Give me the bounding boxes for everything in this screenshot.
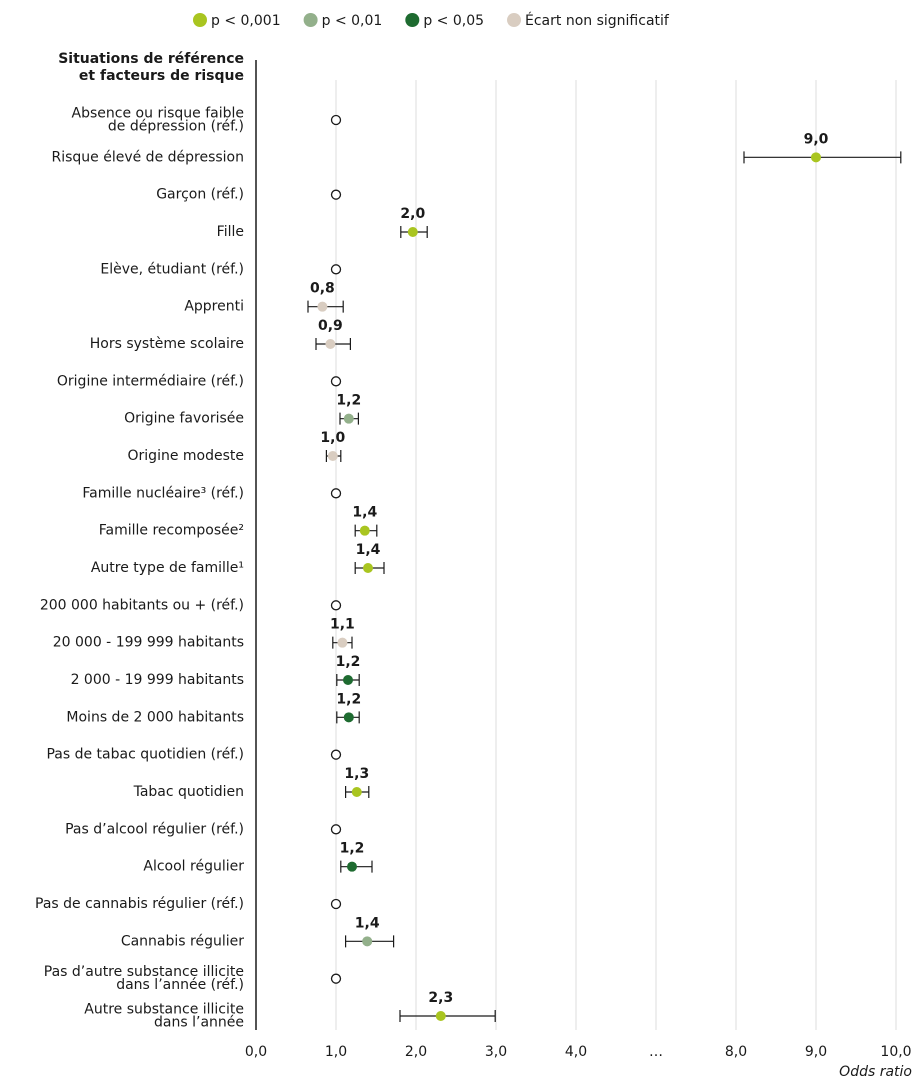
legend-label: Écart non significatif bbox=[525, 12, 670, 29]
value-label: 1,4 bbox=[355, 915, 380, 931]
point bbox=[325, 339, 336, 349]
reference-point bbox=[330, 824, 342, 835]
point bbox=[343, 413, 354, 424]
value-label: 1,0 bbox=[320, 430, 345, 446]
row-label: Absence ou risque faible bbox=[72, 106, 244, 122]
legend-label: p < 0,05 bbox=[423, 13, 484, 29]
row-label: Pas de cannabis régulier (réf.) bbox=[35, 896, 244, 912]
point bbox=[363, 563, 373, 573]
reference-point bbox=[330, 488, 342, 499]
legend-marker bbox=[303, 13, 318, 27]
x-tick-label: … bbox=[649, 1044, 663, 1060]
row-label: 200 000 habitants ou + (réf.) bbox=[40, 597, 244, 613]
legend-marker bbox=[405, 13, 420, 27]
row-label: Origine intermédiaire (réf.) bbox=[57, 373, 244, 389]
legend-label: p < 0,001 bbox=[211, 13, 281, 29]
value-label: 1,4 bbox=[356, 542, 381, 558]
value-label: 0,9 bbox=[318, 318, 343, 334]
error-bar bbox=[743, 151, 902, 164]
value-label: 1,3 bbox=[344, 766, 369, 782]
x-tick-label: 9,0 bbox=[805, 1044, 827, 1060]
row-label: Apprenti bbox=[184, 299, 244, 315]
row-label: de dépression (réf.) bbox=[108, 119, 244, 135]
row-label: Pas de tabac quotidien (réf.) bbox=[46, 747, 244, 763]
x-tick-label: 4,0 bbox=[565, 1044, 587, 1060]
value-label: 1,2 bbox=[336, 691, 361, 707]
legend-label: p < 0,01 bbox=[322, 13, 383, 29]
reference-point bbox=[330, 600, 342, 611]
x-tick-label: 8,0 bbox=[725, 1044, 747, 1060]
point bbox=[435, 1011, 446, 1021]
point bbox=[351, 787, 362, 797]
row-label: Garçon (réf.) bbox=[156, 187, 244, 203]
value-label: 9,0 bbox=[804, 131, 829, 147]
reference-point bbox=[330, 114, 342, 126]
row-label: Origine modeste bbox=[128, 448, 244, 464]
legend-marker bbox=[193, 13, 207, 27]
point bbox=[337, 637, 348, 648]
point bbox=[343, 675, 353, 685]
x-tick-label: 0,0 bbox=[245, 1044, 267, 1060]
point bbox=[327, 451, 338, 461]
row-label: Fille bbox=[217, 224, 244, 240]
row-label: Cannabis régulier bbox=[121, 933, 244, 949]
row-label: Elève, étudiant (réf.) bbox=[100, 261, 244, 277]
reference-point bbox=[330, 189, 342, 200]
row-label: Tabac quotidien bbox=[133, 784, 244, 800]
row-label: Autre substance illicite bbox=[84, 1002, 244, 1018]
x-tick-label: 10,0 bbox=[880, 1044, 911, 1060]
x-axis-label: Odds ratio bbox=[839, 1064, 912, 1080]
header: Situations de référence bbox=[58, 51, 244, 67]
point bbox=[811, 152, 821, 163]
reference-point bbox=[330, 898, 342, 910]
row-label: 2 000 - 19 999 habitants bbox=[71, 672, 244, 688]
header: et facteurs de risque bbox=[79, 68, 244, 84]
point bbox=[317, 301, 328, 312]
value-label: 2,3 bbox=[428, 990, 453, 1006]
reference-point bbox=[330, 376, 342, 387]
point bbox=[359, 525, 370, 536]
x-tick-label: 2,0 bbox=[405, 1044, 427, 1060]
reference-point bbox=[330, 749, 342, 760]
point bbox=[407, 227, 418, 237]
value-label: 1,2 bbox=[336, 654, 361, 670]
value-label: 1,2 bbox=[340, 841, 365, 857]
value-label: 0,8 bbox=[310, 281, 335, 297]
x-tick-label: 1,0 bbox=[325, 1044, 347, 1060]
row-label: Pas d’alcool régulier (réf.) bbox=[65, 821, 244, 837]
row-label: Famille recomposée² bbox=[99, 523, 244, 539]
x-tick-label: 3,0 bbox=[485, 1044, 507, 1060]
point bbox=[347, 861, 357, 872]
reference-point bbox=[330, 264, 342, 275]
row-label: Autre type de famille¹ bbox=[91, 560, 244, 576]
row-label: Moins de 2 000 habitants bbox=[66, 709, 244, 725]
row-label: Alcool régulier bbox=[143, 859, 244, 875]
row-label: Hors système scolaire bbox=[90, 336, 244, 352]
point bbox=[343, 712, 354, 723]
legend-marker bbox=[507, 13, 522, 27]
row-label: Risque élevé de dépression bbox=[51, 149, 244, 165]
value-label: 2,0 bbox=[400, 206, 425, 222]
point bbox=[362, 936, 373, 947]
row-label: Famille nucléaire³ (réf.) bbox=[82, 485, 244, 501]
reference-point bbox=[330, 973, 342, 984]
row-label: dans l’année (réf.) bbox=[116, 977, 244, 993]
row-label: Pas d’autre substance illicite bbox=[44, 964, 244, 980]
value-label: 1,2 bbox=[336, 393, 361, 409]
value-label: 1,1 bbox=[330, 617, 355, 633]
row-label: dans l’année bbox=[154, 1015, 244, 1031]
row-label: 20 000 - 199 999 habitants bbox=[53, 635, 244, 651]
error-bar bbox=[399, 1010, 496, 1022]
value-label: 1,4 bbox=[352, 505, 377, 521]
row-label: Origine favorisée bbox=[124, 411, 244, 427]
